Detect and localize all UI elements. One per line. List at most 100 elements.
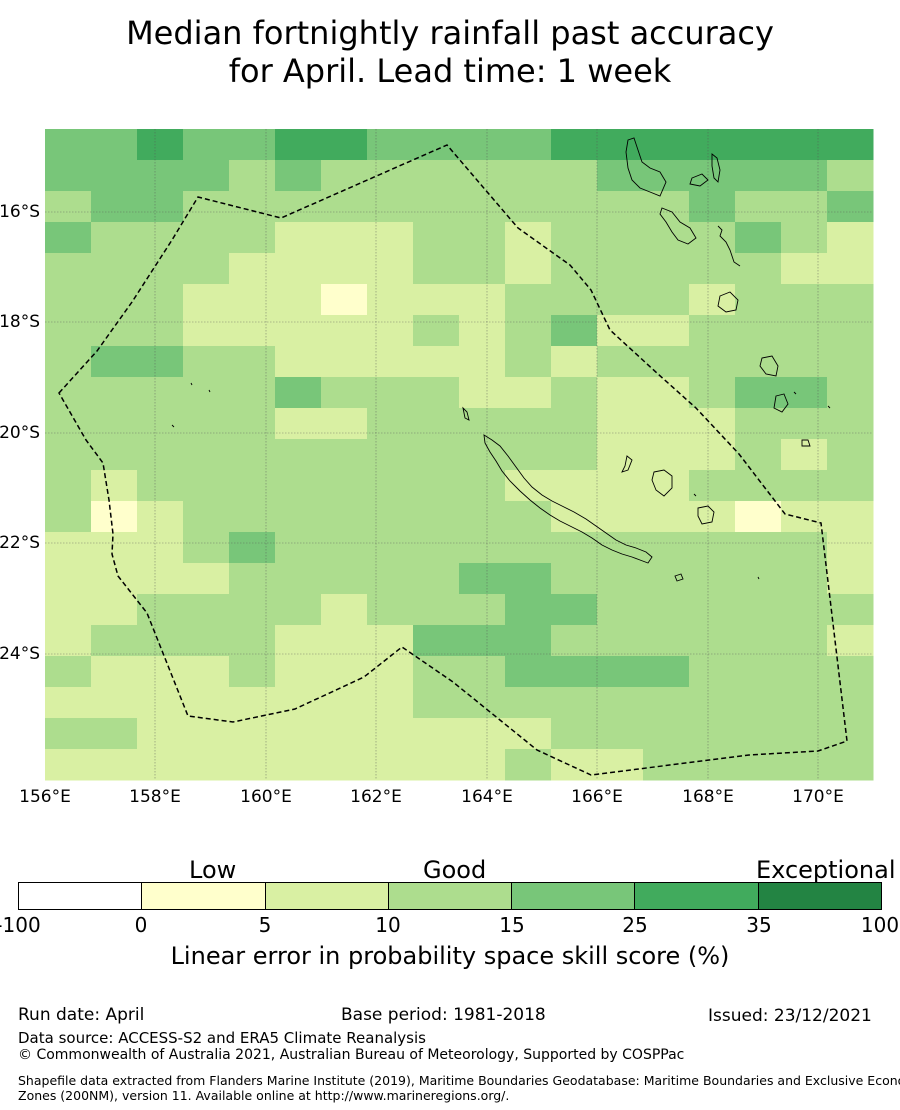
lat-label: 24°S xyxy=(0,644,40,664)
skill-cell xyxy=(505,656,552,688)
rainfall-skill-map xyxy=(45,129,874,781)
skill-cell xyxy=(275,129,322,161)
skill-cell xyxy=(643,594,690,626)
lon-label: 158°E xyxy=(129,787,181,807)
skill-cell xyxy=(459,470,506,502)
colorbar-tick: 15 xyxy=(499,913,525,937)
skill-cell xyxy=(459,687,506,719)
skill-cell xyxy=(505,222,552,254)
skill-cell xyxy=(137,563,184,595)
skill-cell xyxy=(45,439,92,471)
skill-cell xyxy=(183,470,230,502)
skill-cell xyxy=(505,501,552,533)
skill-cell xyxy=(367,129,414,161)
espiritu-santo-coastline xyxy=(625,137,667,197)
skill-cell xyxy=(827,749,874,781)
skill-cell xyxy=(183,346,230,378)
new-caledonia-coastline xyxy=(483,434,653,564)
skill-cell xyxy=(643,346,690,378)
skill-cell xyxy=(505,191,552,223)
skill-cell xyxy=(45,408,92,440)
skill-cell xyxy=(183,439,230,471)
skill-cell xyxy=(735,315,782,347)
skill-cell xyxy=(45,253,92,285)
skill-cell xyxy=(643,687,690,719)
skill-cell xyxy=(321,470,368,502)
ouvea-coastline xyxy=(621,455,633,473)
skill-cell xyxy=(229,687,276,719)
skill-cell xyxy=(413,656,460,688)
skill-cell xyxy=(275,408,322,440)
skill-cell xyxy=(275,749,322,781)
skill-cell xyxy=(91,439,138,471)
skill-cell xyxy=(367,222,414,254)
colorbar-segment xyxy=(758,883,881,909)
skill-cell xyxy=(413,160,460,192)
skill-cell xyxy=(413,470,460,502)
coastlines xyxy=(171,137,831,582)
skill-cell xyxy=(45,222,92,254)
skill-cell xyxy=(551,191,598,223)
skill-cell xyxy=(45,346,92,378)
skill-cell xyxy=(735,160,782,192)
colorbar-segment xyxy=(142,883,266,909)
skill-cell xyxy=(505,749,552,781)
skill-cell xyxy=(275,191,322,223)
skill-cell xyxy=(91,718,138,750)
skill-cell xyxy=(735,563,782,595)
colorbar-tick: 0 xyxy=(134,913,148,937)
skill-cell xyxy=(183,594,230,626)
skill-cell xyxy=(459,532,506,564)
skill-cell xyxy=(689,377,736,409)
skill-cell xyxy=(321,594,368,626)
skill-cell xyxy=(597,656,644,688)
copyright: © Commonwealth of Australia 2021, Austra… xyxy=(18,1047,685,1063)
skill-cell xyxy=(321,315,368,347)
skill-cell xyxy=(781,470,828,502)
skill-cell xyxy=(597,718,644,750)
skill-cell xyxy=(459,222,506,254)
skill-cell xyxy=(781,346,828,378)
skill-cell xyxy=(735,625,782,657)
skill-cell xyxy=(91,563,138,595)
skill-cell xyxy=(413,253,460,285)
skill-cell xyxy=(229,284,276,316)
skill-cell xyxy=(183,718,230,750)
skill-cell xyxy=(505,563,552,595)
skill-cell xyxy=(183,532,230,564)
skill-cell xyxy=(229,532,276,564)
skill-cell xyxy=(781,222,828,254)
skill-cell xyxy=(689,656,736,688)
skill-cell xyxy=(459,191,506,223)
skill-cell xyxy=(137,129,184,161)
skill-cell xyxy=(827,222,874,254)
skill-cell xyxy=(643,656,690,688)
skill-cell xyxy=(413,439,460,471)
skill-cell xyxy=(643,408,690,440)
skill-cell xyxy=(275,222,322,254)
skill-cell xyxy=(137,377,184,409)
skill-cell xyxy=(275,315,322,347)
skill-cell xyxy=(597,439,644,471)
colorbar-tick: 35 xyxy=(746,913,772,937)
skill-cell xyxy=(91,129,138,161)
skill-cell xyxy=(781,594,828,626)
skill-cell xyxy=(827,687,874,719)
skill-cell xyxy=(643,718,690,750)
skill-cell xyxy=(321,346,368,378)
colorbar-tick: -100 xyxy=(0,913,41,937)
skill-cell xyxy=(459,718,506,750)
skill-cell xyxy=(827,501,874,533)
skill-cell xyxy=(781,284,828,316)
shepherd-islands-coastline xyxy=(717,225,741,267)
ile-des-pins-coastline xyxy=(674,573,684,582)
skill-cell xyxy=(45,656,92,688)
skill-cell xyxy=(781,749,828,781)
skill-cell xyxy=(183,687,230,719)
skill-cell xyxy=(597,501,644,533)
skill-cell xyxy=(827,532,874,564)
skill-cell xyxy=(551,129,598,161)
skill-cell xyxy=(321,625,368,657)
skill-cell xyxy=(229,408,276,440)
skill-cell xyxy=(275,470,322,502)
